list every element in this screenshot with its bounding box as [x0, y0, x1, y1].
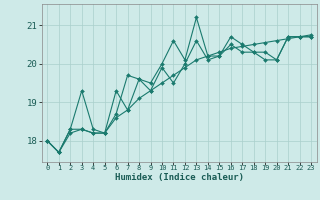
X-axis label: Humidex (Indice chaleur): Humidex (Indice chaleur)	[115, 173, 244, 182]
